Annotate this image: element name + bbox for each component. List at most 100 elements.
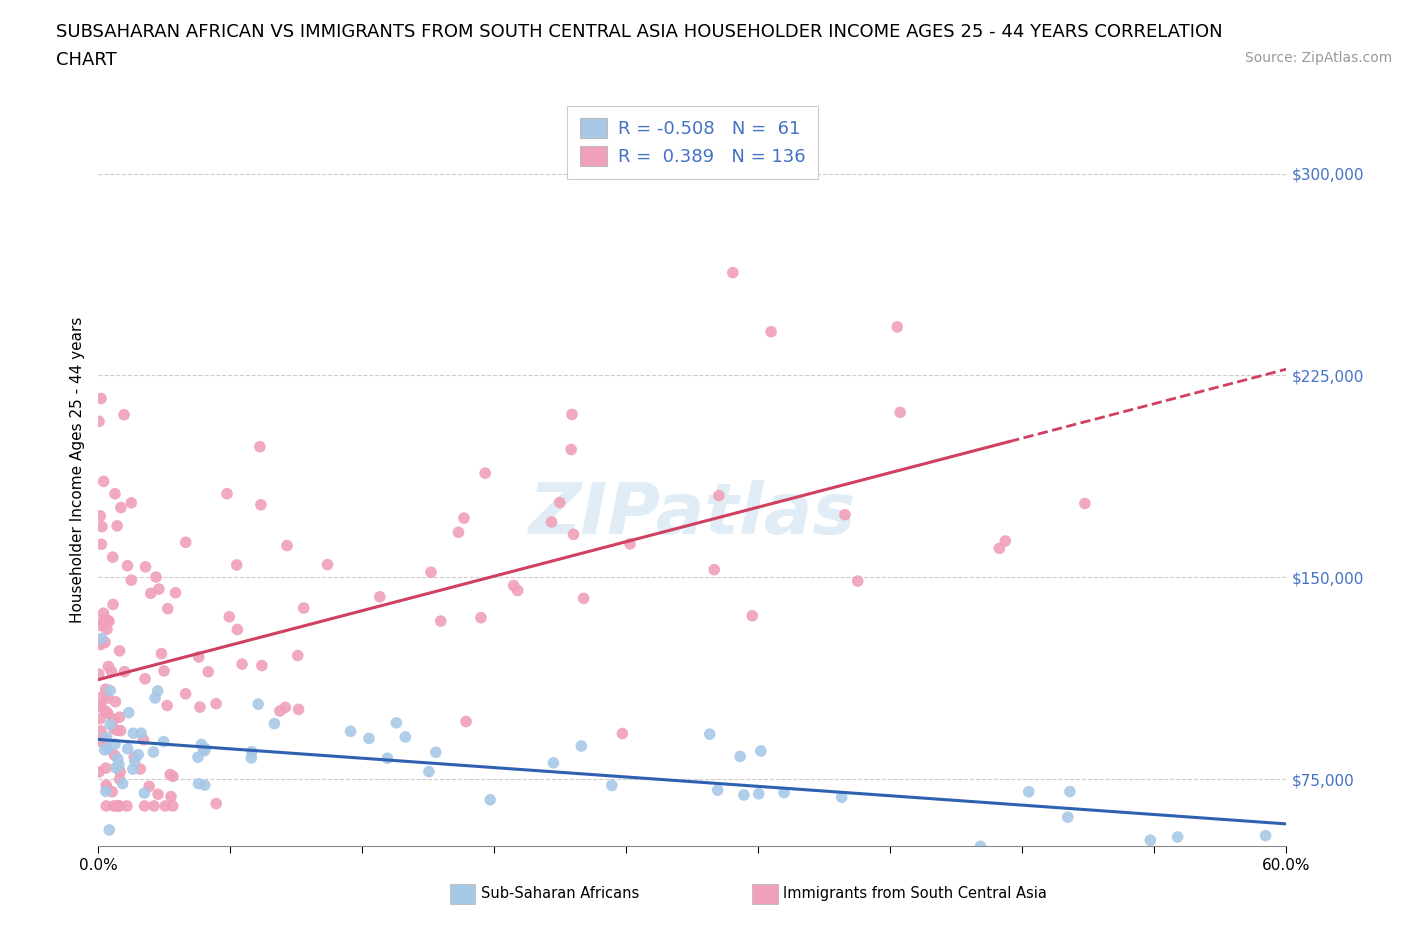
- Point: [1254, 829, 1277, 844]
- Point: [96, 733, 118, 748]
- Point: [96, 799, 118, 814]
- Point: [108, 764, 131, 779]
- Point: [994, 534, 1017, 549]
- Point: [108, 772, 131, 787]
- Point: [103, 799, 125, 814]
- Point: [96, 777, 118, 792]
- Point: [104, 695, 127, 710]
- Point: [103, 722, 125, 737]
- Point: [152, 734, 174, 749]
- Point: [96, 613, 118, 628]
- Point: [148, 581, 170, 596]
- Point: [540, 514, 562, 529]
- Point: [846, 574, 869, 589]
- Point: [506, 583, 529, 598]
- Point: [112, 407, 135, 422]
- Point: [194, 741, 217, 756]
- Point: [831, 790, 853, 804]
- Point: [96, 691, 118, 706]
- Point: [134, 560, 156, 575]
- Point: [146, 684, 169, 698]
- Point: [94, 784, 117, 799]
- Point: [134, 786, 156, 801]
- Point: [174, 535, 197, 550]
- Point: [108, 799, 131, 814]
- Point: [193, 743, 215, 758]
- Point: [89, 711, 111, 726]
- Point: [394, 729, 416, 744]
- Point: [159, 767, 181, 782]
- Point: [143, 799, 166, 814]
- Point: [155, 799, 177, 814]
- Point: [122, 725, 145, 740]
- Point: [110, 724, 132, 738]
- Point: [98, 822, 121, 837]
- Point: [96, 730, 118, 745]
- Point: [1167, 830, 1189, 844]
- Point: [197, 664, 219, 679]
- Point: [377, 751, 399, 765]
- Point: [543, 755, 565, 770]
- Point: [91, 689, 114, 704]
- Legend: R = -0.508   N =  61, R =  0.389   N = 136: R = -0.508 N = 61, R = 0.389 N = 136: [567, 106, 818, 179]
- Point: [139, 586, 162, 601]
- Point: [706, 783, 728, 798]
- Point: [165, 585, 187, 600]
- Point: [105, 723, 128, 737]
- Point: [215, 486, 238, 501]
- Point: [612, 726, 634, 741]
- Point: [560, 442, 582, 457]
- Point: [103, 748, 125, 763]
- Point: [357, 731, 380, 746]
- Point: [100, 664, 122, 679]
- Point: [226, 622, 249, 637]
- Point: [187, 750, 209, 764]
- Point: [733, 788, 755, 803]
- Point: [1059, 784, 1081, 799]
- Point: [205, 697, 228, 711]
- Point: [120, 496, 142, 511]
- Point: [225, 557, 247, 572]
- Point: [1139, 832, 1161, 847]
- Point: [470, 610, 492, 625]
- Point: [124, 753, 146, 768]
- Point: [93, 742, 115, 757]
- Point: [276, 538, 298, 553]
- Point: [1018, 784, 1040, 799]
- Point: [721, 265, 744, 280]
- Point: [101, 597, 124, 612]
- Point: [110, 500, 132, 515]
- Point: [129, 762, 152, 777]
- Point: [699, 726, 721, 741]
- Point: [91, 519, 114, 534]
- Point: [263, 716, 285, 731]
- Point: [969, 839, 991, 854]
- Point: [454, 714, 477, 729]
- Point: [479, 792, 502, 807]
- Point: [101, 784, 124, 799]
- Point: [94, 613, 117, 628]
- Point: [619, 537, 641, 551]
- Point: [90, 699, 112, 714]
- Point: [103, 711, 125, 726]
- Point: [143, 691, 166, 706]
- Point: [429, 614, 451, 629]
- Point: [240, 751, 263, 765]
- Point: [250, 658, 273, 673]
- Point: [447, 525, 470, 539]
- Point: [292, 601, 315, 616]
- Point: [205, 796, 228, 811]
- Point: [138, 779, 160, 794]
- Point: [502, 578, 524, 593]
- Point: [108, 757, 131, 772]
- Point: [156, 601, 179, 616]
- Point: [572, 591, 595, 605]
- Point: [90, 618, 112, 633]
- Point: [153, 663, 176, 678]
- Point: [104, 486, 127, 501]
- Point: [150, 646, 173, 661]
- Y-axis label: Householder Income Ages 25 - 44 years: Householder Income Ages 25 - 44 years: [69, 316, 84, 623]
- Point: [96, 741, 118, 756]
- Point: [91, 614, 114, 629]
- Point: [193, 742, 215, 757]
